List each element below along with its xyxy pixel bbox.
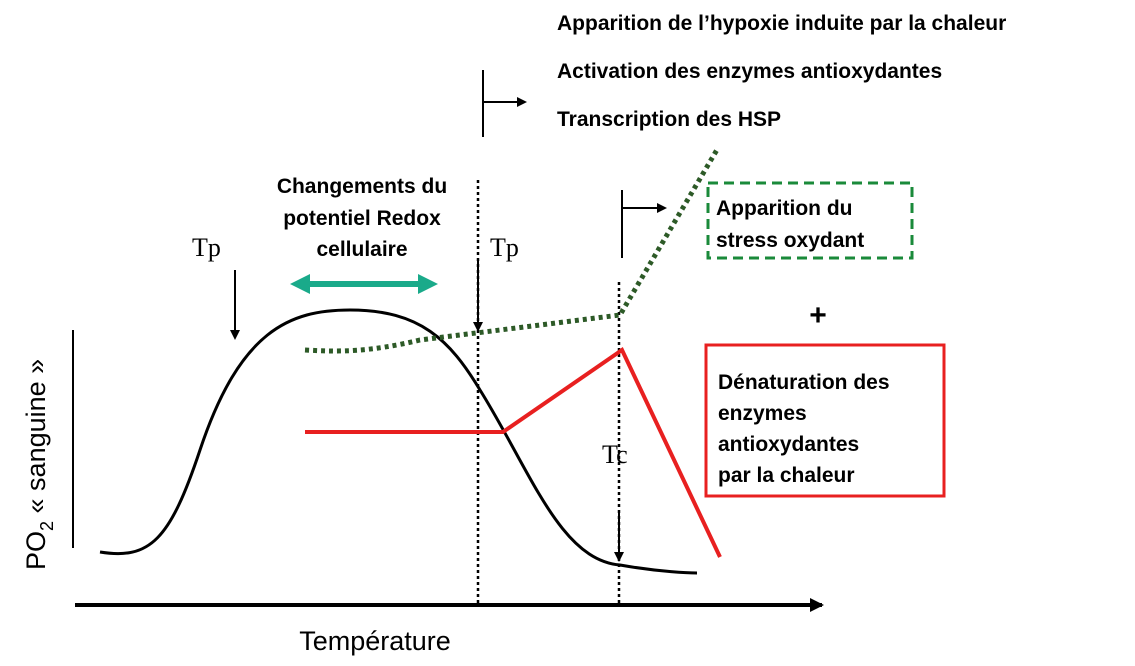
redox-label: Changements du potentiel Redox cellulair… (277, 175, 447, 261)
header-line: Transcription des HSP (557, 108, 781, 131)
onset-marker (621, 190, 650, 258)
redox-line: Changements du (277, 175, 447, 198)
tc-label: Tc (602, 440, 628, 469)
tp-label: Tp (490, 233, 519, 262)
x-label: Température (299, 626, 451, 656)
y-label-main: PO (21, 531, 51, 570)
tp-label: Tp (192, 233, 221, 262)
header: Apparition de l’hypoxie induite par la c… (557, 12, 1006, 131)
stress-box (706, 181, 914, 260)
y-label-sub: 2 (37, 521, 57, 531)
redox-line: cellulaire (316, 238, 407, 261)
header-line: Activation des enzymes antioxydantes (557, 60, 942, 83)
stress-curve (304, 146, 721, 354)
stress-line: stress oxydant (716, 229, 864, 252)
redox-line: potentiel Redox (283, 207, 441, 230)
po2-curve (99, 308, 698, 575)
denaturation-box (704, 343, 946, 498)
header-line: Apparition de l’hypoxie induite par la c… (557, 12, 1006, 35)
plus: + (809, 299, 827, 332)
denaturation-line: par la chaleur (718, 464, 855, 487)
denaturation-line: antioxydantes (718, 433, 859, 456)
onset-marker (482, 70, 523, 137)
stress-line: Apparition du (716, 197, 852, 220)
y-label-rest: « sanguine » (21, 359, 51, 521)
y-label: PO2 « sanguine » (21, 359, 57, 570)
enzyme-curve (305, 347, 722, 558)
denaturation-line: Dénaturation des (718, 371, 890, 394)
denaturation-line: enzymes (718, 402, 807, 425)
